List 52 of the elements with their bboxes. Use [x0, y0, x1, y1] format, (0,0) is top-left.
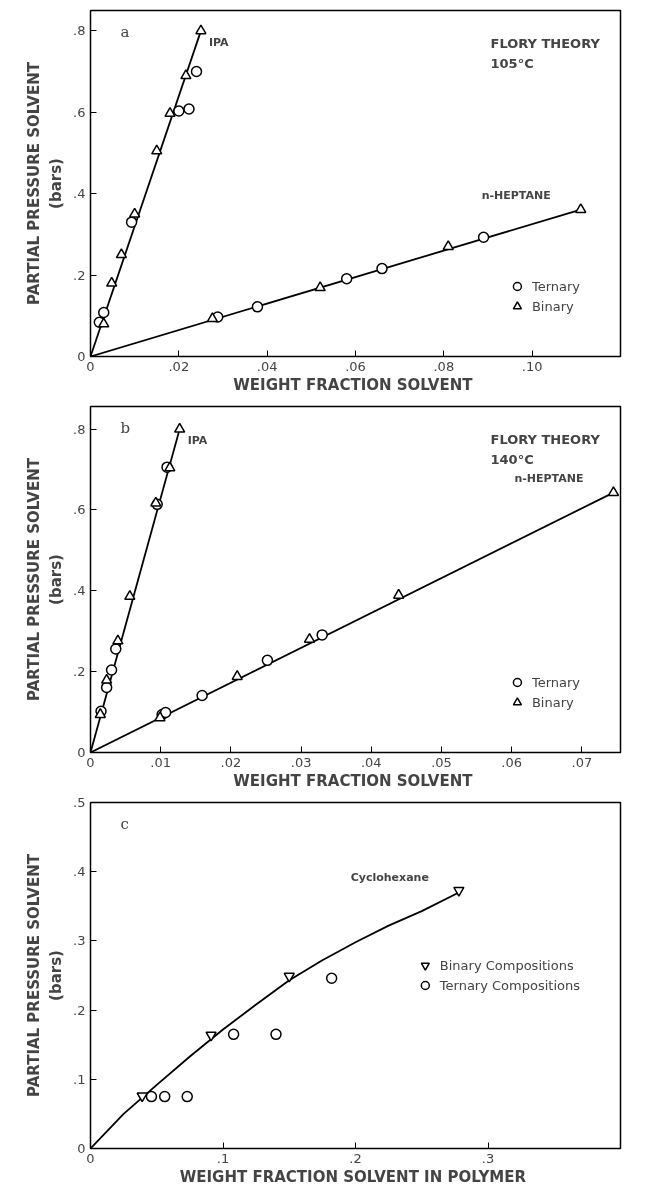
x-tick-label: .05: [431, 754, 452, 770]
x-tick-label: .3: [481, 1150, 495, 1166]
legend-label: Ternary: [531, 278, 580, 294]
y-tick-label: .4: [73, 186, 86, 202]
series-label: n-HEPTANE: [481, 188, 551, 202]
annotation: a: [120, 22, 130, 41]
annotation: FLORY THEORY: [490, 35, 601, 51]
y-axis-title: PARTIAL PRESSURE SOLVENT (bars): [25, 61, 66, 305]
y-tick-label: .3: [73, 933, 86, 949]
annotation: 105°C: [490, 55, 534, 71]
x-tick-label: .1: [216, 1150, 230, 1166]
y-tick-label: .8: [73, 421, 86, 437]
x-tick-label: .02: [220, 754, 242, 770]
annotation: b: [120, 418, 131, 437]
y-axis-title: PARTIAL PRESSURE SOLVENT (bars): [25, 853, 66, 1097]
x-tick-label: .04: [256, 358, 278, 374]
x-tick-label: .06: [501, 754, 523, 770]
y-axis-title: PARTIAL PRESSURE SOLVENT (bars): [25, 457, 66, 701]
x-axis-title: WEIGHT FRACTION SOLVENT: [233, 771, 474, 790]
x-tick-label: .02: [168, 358, 190, 374]
x-tick-label: .04: [360, 754, 382, 770]
y-tick-label: .8: [73, 23, 86, 39]
series-label: IPA: [208, 35, 230, 49]
x-tick-label: .01: [150, 754, 172, 770]
y-tick-label: .4: [73, 864, 86, 880]
series-label: Cyclohexane: [350, 871, 429, 885]
y-tick-label: .5: [73, 795, 86, 810]
x-tick-label: .08: [433, 358, 455, 374]
x-axis-title: WEIGHT FRACTION SOLVENT IN POLYMER: [179, 1167, 527, 1186]
y-tick-label: .2: [73, 664, 86, 680]
x-axis-title: WEIGHT FRACTION SOLVENT: [233, 375, 474, 394]
y-tick-label: .6: [73, 104, 86, 120]
x-tick-label: .07: [571, 754, 593, 770]
y-tick-label: .1: [73, 1071, 86, 1087]
x-tick-label: .06: [345, 358, 366, 374]
legend-label: Ternary Compositions: [439, 977, 580, 993]
annotation: 140°C: [490, 451, 534, 467]
y-tick-label: .4: [73, 583, 86, 599]
y-tick-label: .6: [73, 502, 86, 518]
legend-label: Binary: [531, 694, 574, 710]
x-tick-label: .2: [349, 1150, 362, 1166]
series-label: n-HEPTANE: [514, 471, 584, 485]
y-tick-label: .2: [73, 267, 86, 283]
x-tick-label: .10: [521, 358, 543, 374]
y-tick-label: .2: [73, 1002, 86, 1018]
legend-label: Ternary: [531, 674, 580, 690]
annotation: c: [120, 814, 129, 833]
x-tick-label: .03: [290, 754, 312, 770]
annotation: FLORY THEORY: [490, 431, 601, 447]
legend-label: Binary: [531, 298, 574, 314]
legend-label: Binary Compositions: [439, 957, 574, 973]
series-label: IPA: [187, 434, 208, 448]
